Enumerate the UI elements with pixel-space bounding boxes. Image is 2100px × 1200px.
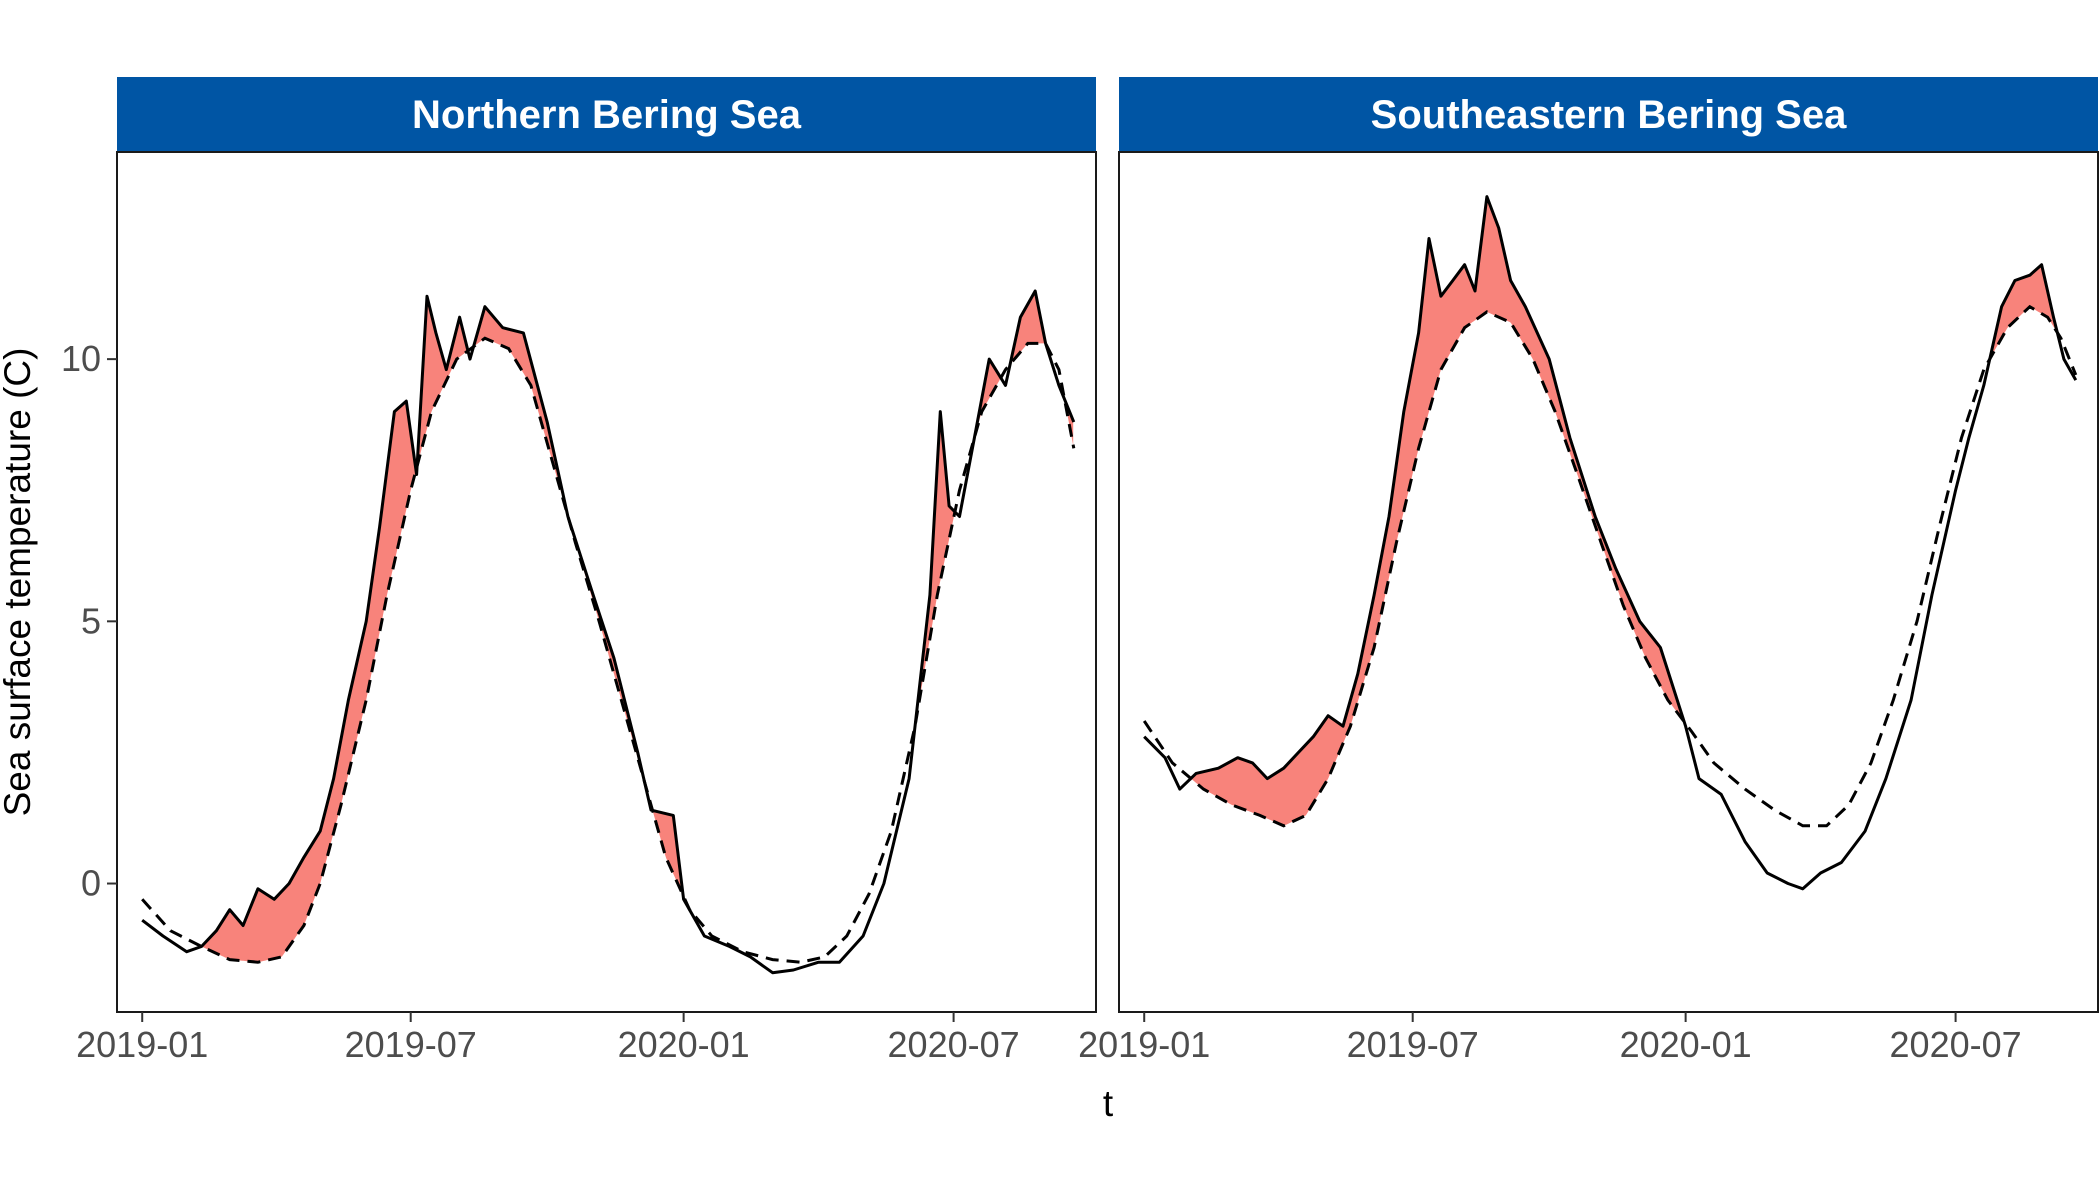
plot-area xyxy=(1118,151,2099,1013)
anomaly-area xyxy=(1990,265,2058,359)
x-tick-label: 2019-01 xyxy=(76,1024,208,1065)
x-tick-label: 2020-01 xyxy=(618,1024,750,1065)
y-tick-label: 10 xyxy=(61,338,101,379)
strip-title: Southeastern Bering Sea xyxy=(1371,93,1847,137)
observed-line xyxy=(141,289,1076,975)
observed-line xyxy=(1143,195,2078,891)
x-tick-label: 2019-01 xyxy=(1078,1024,1210,1065)
anomaly-area xyxy=(1191,197,1684,826)
panel-southeastern-bering-sea: Southeastern Bering Sea xyxy=(1118,77,2099,1013)
y-tick-label: 0 xyxy=(81,863,101,904)
anomaly-fill xyxy=(1191,197,2058,826)
panel-northern-bering-sea: Northern Bering Sea xyxy=(116,77,1097,1013)
climatology-line xyxy=(1142,304,2078,828)
strip-background xyxy=(117,77,1096,152)
anomaly-fill xyxy=(202,291,1074,963)
anomaly-area xyxy=(202,401,416,963)
anomaly-area xyxy=(474,307,645,781)
anomaly-area xyxy=(975,359,1001,435)
y-axis-title: Sea surface temperature (C) xyxy=(0,348,38,817)
climatology-line xyxy=(141,336,1076,964)
x-axis-title: t xyxy=(1103,1083,1114,1124)
x-tick-label: 2020-01 xyxy=(1620,1024,1752,1065)
plot-area xyxy=(116,151,1097,1013)
x-tick-label: 2020-07 xyxy=(1890,1024,2022,1065)
y-tick-label: 5 xyxy=(81,600,101,641)
panel-border xyxy=(1118,151,2099,1013)
strip-title: Northern Bering Sea xyxy=(412,93,802,137)
x-tick-label: 2019-07 xyxy=(345,1024,477,1065)
x-tick-label: 2020-07 xyxy=(888,1024,1020,1065)
anomaly-area xyxy=(1010,291,1046,365)
strip-background xyxy=(1119,77,2098,152)
axes: 2019-01 2019-01 2019-07 2019-07 2020-01 2020-… xyxy=(61,338,2022,1065)
panel-border xyxy=(116,151,1097,1013)
x-tick-label: 2019-07 xyxy=(1347,1024,1479,1065)
